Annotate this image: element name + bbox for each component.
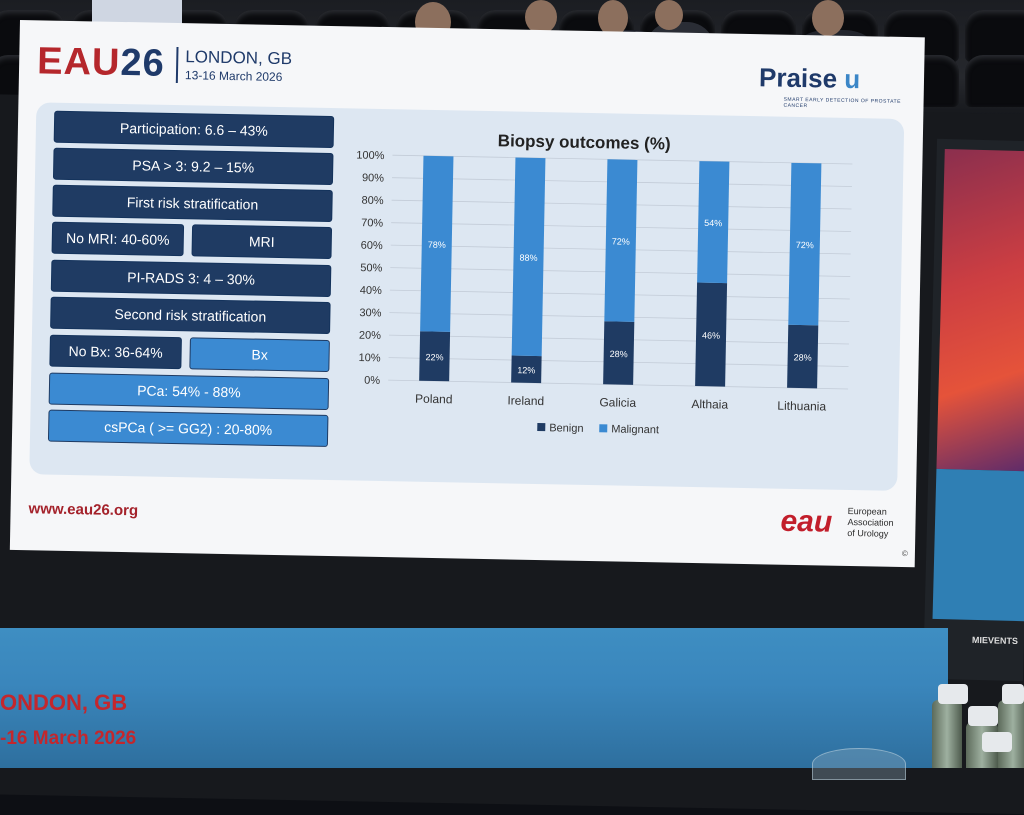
psa-box: PSA > 3: 9.2 – 15%	[52, 147, 334, 186]
legend-swatch	[537, 423, 546, 432]
bar-benign	[787, 324, 819, 389]
y-tick-label: 50%	[360, 262, 382, 274]
bar-malignant	[604, 159, 638, 322]
eau26-logo: EAU26	[36, 40, 166, 85]
eau-logo-mark: eau	[780, 504, 833, 539]
side-screen: MIEVENTS	[922, 138, 1024, 682]
conference-location: LONDON, GB	[185, 47, 293, 69]
category-label: Poland	[415, 392, 453, 407]
water-bottle	[932, 700, 962, 768]
bar-benign	[419, 331, 451, 382]
bar-benign	[695, 282, 728, 387]
bar-benign	[603, 321, 635, 385]
legend-label: Malignant	[611, 423, 659, 436]
bottle-cap	[1002, 684, 1024, 704]
attendee-head	[655, 0, 683, 30]
website-link[interactable]: www.eau26.org	[28, 500, 139, 520]
data-label: 72%	[796, 240, 814, 250]
data-label: 88%	[519, 253, 537, 263]
bar-malignant	[697, 161, 730, 284]
praise-u-logo: Praise u	[758, 62, 861, 95]
eau-logo-text: European Association of Urology	[847, 505, 894, 539]
y-tick-label: 100%	[356, 149, 385, 162]
y-tick-label: 20%	[359, 330, 381, 342]
conference-dates: 13-16 March 2026	[184, 68, 283, 85]
side-brand-label: MIEVENTS	[971, 634, 1019, 647]
category-label: Lithuania	[777, 399, 826, 414]
lower-location: ONDON, GB	[0, 690, 128, 715]
bar-malignant	[788, 162, 822, 326]
biopsy-outcomes-chart: 0% 10% 20% 30% 40% 50% 60% 70% 80% 90% 100% 22% 78% P…	[356, 149, 853, 436]
presentation-slide: EAU26 LONDON, GB 13-16 March 2026 Praise…	[9, 20, 925, 568]
data-label: 28%	[794, 352, 812, 362]
bottle-cap	[938, 684, 968, 704]
bar-malignant	[420, 155, 454, 332]
y-tick-label: 80%	[361, 195, 383, 207]
pca-box: PCa: 54% - 88%	[48, 372, 330, 410]
data-label: 46%	[702, 330, 720, 340]
bottle-cap	[968, 706, 998, 726]
pirads-box: PI-RADS 3: 4 – 30%	[50, 259, 332, 298]
y-tick-label: 10%	[358, 352, 380, 364]
category-label: Althaia	[691, 397, 728, 412]
first-risk-box: First risk stratification	[52, 184, 333, 223]
y-tick-label: 0%	[364, 375, 380, 387]
side-blue-panel	[932, 468, 1024, 622]
side-video-panel	[936, 148, 1024, 472]
category-label: Ireland	[507, 393, 544, 408]
category-label: Galicia	[599, 395, 636, 410]
lower-screen: ONDON, GB -16 March 2026	[0, 628, 948, 768]
attendee-head	[598, 0, 628, 36]
copyright-symbol: ©	[901, 549, 908, 559]
legend-swatch	[599, 424, 608, 433]
y-tick-label: 40%	[360, 285, 382, 297]
attendee-head	[525, 0, 557, 34]
cspca-box: csPCa ( >= GG2) : 20-80%	[47, 409, 329, 447]
bar-malignant	[511, 157, 546, 357]
data-label: 72%	[612, 236, 630, 246]
y-tick-label: 90%	[362, 172, 384, 184]
data-label: 54%	[704, 218, 722, 228]
data-label: 22%	[425, 352, 443, 362]
bar-benign	[511, 355, 542, 384]
bottle-cap	[982, 732, 1012, 752]
y-tick-label: 30%	[359, 307, 381, 319]
no-bx-box: No Bx: 36-64%	[49, 334, 182, 370]
y-tick-label: 70%	[361, 217, 383, 229]
mri-box: MRI	[191, 224, 333, 260]
participation-box: Participation: 6.6 – 43%	[53, 110, 335, 149]
data-label: 78%	[428, 240, 446, 250]
legend-label: Benign	[549, 422, 583, 435]
y-tick-label: 60%	[361, 240, 383, 252]
drinking-glass	[812, 748, 906, 780]
data-label: 28%	[610, 349, 628, 359]
logo-divider	[175, 47, 179, 84]
no-mri-box: No MRI: 40-60%	[51, 221, 185, 257]
lower-dates: -16 March 2026	[0, 728, 137, 749]
second-risk-box: Second risk stratification	[50, 296, 331, 335]
attendee-head	[812, 0, 844, 36]
bx-box: Bx	[189, 337, 330, 373]
data-label: 12%	[517, 365, 535, 375]
praise-u-tagline: SMART EARLY DETECTION OF PROSTATE CANCER	[783, 96, 902, 110]
